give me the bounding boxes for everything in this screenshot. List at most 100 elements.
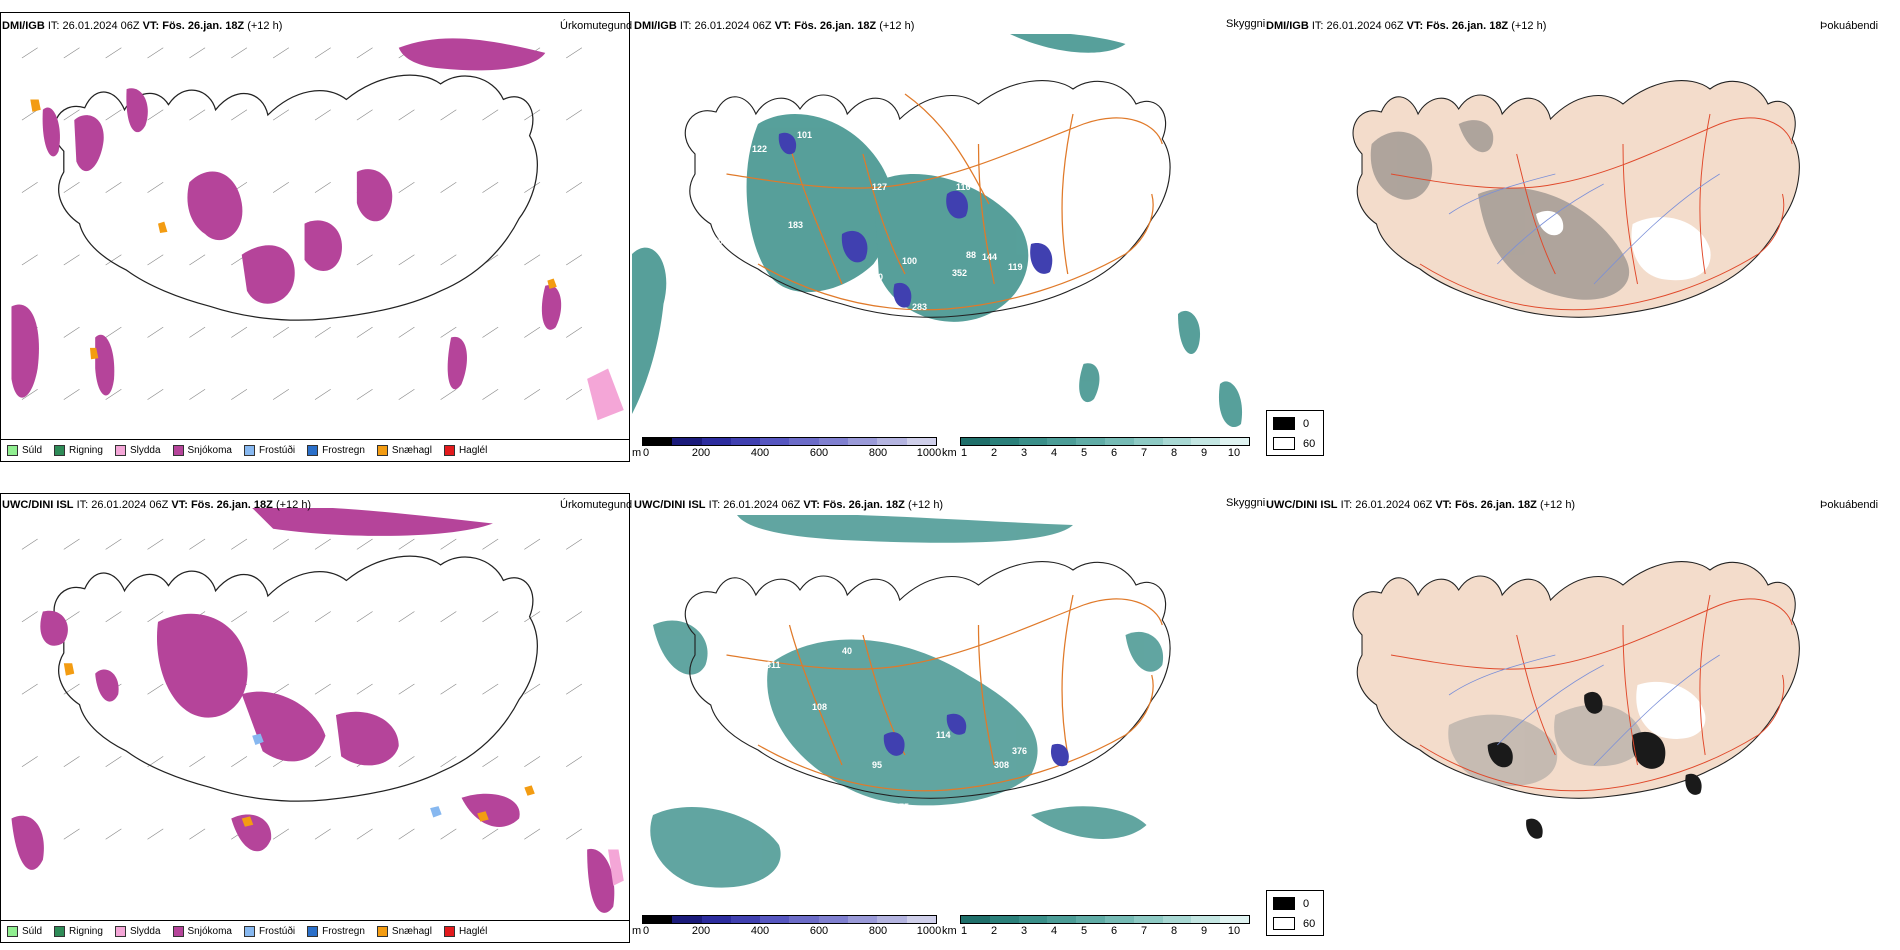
tick-label: 400	[750, 925, 770, 937]
tick-label: 4	[1050, 447, 1058, 459]
visibility-strip	[960, 915, 1250, 924]
fog-panel-bottom	[1264, 495, 1900, 941]
ceiling-label: 108	[812, 702, 828, 712]
ceiling-label: 88	[966, 250, 977, 260]
ceiling-label: 40	[842, 646, 853, 656]
legend-item: Snæhagl	[376, 445, 432, 456]
cloud-visibility-panel-top	[632, 14, 1262, 460]
precip-map-bottom	[1, 508, 629, 922]
legend-item: Frostregn	[307, 926, 365, 937]
fog-legend-top: 0 60	[1266, 410, 1324, 456]
tick-label: 6	[1110, 447, 1118, 459]
tick-label: 0	[642, 447, 650, 459]
ceiling-label: 114	[936, 730, 951, 740]
legend-item: Snæhagl	[376, 926, 432, 937]
tick-label: 8	[1170, 925, 1178, 937]
header-top-fog: DMI/IGB IT: 26.01.2024 06Z VT: Fös. 26.j…	[1266, 20, 1547, 32]
ceiling-label: 127	[872, 182, 888, 192]
legend-item: Súld	[7, 926, 42, 937]
ceiling-label: 116	[956, 182, 971, 192]
visibility-strip	[960, 437, 1250, 446]
ceiling-label: 105	[916, 872, 932, 882]
ceiling-label: 583	[820, 340, 836, 350]
tick-label: 2	[990, 925, 998, 937]
precip-legend-bottom: Súld Rigning Slydda Snjókoma Frostúði Fr…	[1, 920, 629, 942]
ceiling-label: 95	[872, 760, 883, 770]
fog-legend-row: 0	[1273, 897, 1309, 910]
ceiling-label: 202	[894, 842, 910, 852]
ceiling-label: 117	[858, 292, 873, 302]
fog-panel-top	[1264, 14, 1900, 460]
ceiling-label: 160	[868, 272, 884, 282]
ceiling-label: 107	[764, 88, 780, 98]
tick-label: 600	[809, 447, 829, 459]
fog-legend-row: 60	[1273, 437, 1315, 450]
ceiling-label: 119	[1008, 262, 1023, 272]
fog-legend-row: 60	[1273, 917, 1315, 930]
ceiling-unit: m	[632, 925, 642, 937]
legend-item: Slydda	[114, 445, 161, 456]
tick-label: 3	[1020, 925, 1028, 937]
ceiling-label: 283	[912, 302, 928, 312]
tick-label: 800	[868, 447, 888, 459]
fog-map-top	[1304, 34, 1884, 434]
ceiling-colorbar-bottom: m 0 200 400 600 800 1000	[632, 915, 942, 943]
tick-label: 2	[990, 447, 998, 459]
label-cloud-top: Skyggni	[1226, 18, 1266, 30]
label-cloud-bottom: Skyggni	[1226, 497, 1266, 509]
ceiling-labels-top: 107 93 101 122 96 88 116 127 183 100 160…	[632, 40, 1262, 440]
ceiling-label: 333	[940, 346, 956, 356]
visibility-unit: km	[942, 925, 957, 937]
tick-label: 5	[1080, 447, 1088, 459]
tick-label: 8	[1170, 447, 1178, 459]
ceiling-label: 101	[797, 130, 813, 140]
legend-item: Snjókoma	[172, 926, 232, 937]
legend-item: Frostúði	[243, 926, 295, 937]
ceiling-colorbar-top: m 0 200 400 600 800 1000	[632, 437, 942, 465]
tick-label: 6	[1110, 925, 1118, 937]
tick-label: 3	[1020, 447, 1028, 459]
tick-label: 10	[1227, 447, 1241, 459]
tick-label: 7	[1140, 925, 1148, 937]
tick-label: 400	[750, 447, 770, 459]
legend-item: Rigning	[54, 926, 103, 937]
tick-label: 1	[960, 925, 968, 937]
tick-label: 800	[868, 925, 888, 937]
tick-label: 10	[1227, 925, 1241, 937]
ceiling-label: 158	[1044, 784, 1060, 794]
ceiling-label: 308	[994, 760, 1010, 770]
tick-label: 200	[691, 925, 711, 937]
ceiling-labels-bottom: 311 40 108 371 95 114 376 308 158 275 20…	[632, 520, 1262, 920]
visibility-colorbar-top: km 1 2 3 4 5 6 7 8 9 10	[942, 437, 1262, 465]
label-precip-top: Úrkomutegund	[560, 20, 633, 32]
ceiling-label: 275	[894, 802, 910, 812]
cloud-map-bottom	[632, 515, 1262, 915]
precip-type-panel-top: Súld Rigning Slydda Snjókoma Frostúði Fr…	[0, 12, 630, 462]
tick-label: 4	[1050, 925, 1058, 937]
cloud-map-top	[632, 34, 1262, 434]
visibility-colorbar-bottom: km 1 2 3 4 5 6 7 8 9 10	[942, 915, 1262, 943]
header-bottom-fog: UWC/DINI ISL IT: 26.01.2024 06Z VT: Fös.…	[1266, 499, 1576, 511]
ceiling-label: 122	[752, 144, 768, 154]
tick-label: 1000	[916, 925, 942, 937]
legend-item: Rigning	[54, 445, 103, 456]
label-fog-bottom: Þokuábendi	[1820, 499, 1879, 511]
header-top-precip: DMI/IGB IT: 26.01.2024 06Z VT: Fös. 26.j…	[2, 20, 283, 32]
ceiling-label: 100	[902, 256, 918, 266]
legend-item: Haglél	[443, 926, 487, 937]
tick-label: 0	[642, 925, 650, 937]
header-top-cloud: DMI/IGB IT: 26.01.2024 06Z VT: Fös. 26.j…	[634, 20, 915, 32]
ceiling-label: 96	[902, 122, 913, 132]
ceiling-label: 311	[766, 660, 781, 670]
label-precip-bottom: Úrkomutegund	[560, 499, 633, 511]
ceiling-label: 371	[740, 670, 756, 680]
header-bottom-cloud: UWC/DINI ISL IT: 26.01.2024 06Z VT: Fös.…	[634, 499, 944, 511]
ceiling-unit: m	[632, 447, 642, 459]
legend-item: Súld	[7, 445, 42, 456]
precip-legend-top: Súld Rigning Slydda Snjókoma Frostúði Fr…	[1, 439, 629, 461]
tick-label: 600	[809, 925, 829, 937]
legend-item: Haglél	[443, 445, 487, 456]
header-bottom-precip: UWC/DINI ISL IT: 26.01.2024 06Z VT: Fös.…	[2, 499, 312, 511]
visibility-unit: km	[942, 447, 957, 459]
legend-item: Snjókoma	[172, 445, 232, 456]
